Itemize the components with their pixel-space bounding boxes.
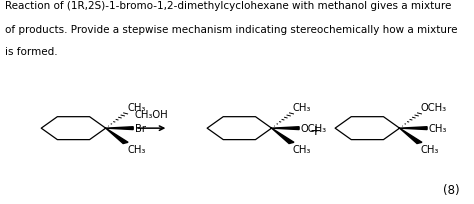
Text: +: + — [310, 124, 321, 137]
Polygon shape — [106, 127, 133, 130]
Text: is formed.: is formed. — [5, 47, 57, 57]
Text: Br: Br — [135, 124, 146, 133]
Polygon shape — [106, 129, 128, 144]
Text: OCH₃: OCH₃ — [421, 103, 447, 113]
Text: CH₃OH: CH₃OH — [135, 109, 168, 119]
Text: of products. Provide a stepwise mechanism indicating stereochemically how a mixt: of products. Provide a stepwise mechanis… — [5, 24, 457, 34]
Polygon shape — [400, 127, 427, 130]
Text: CH₃: CH₃ — [293, 103, 311, 113]
Text: (8): (8) — [443, 183, 460, 196]
Polygon shape — [400, 129, 422, 144]
Text: CH₃: CH₃ — [429, 124, 447, 133]
Text: CH₃: CH₃ — [293, 144, 311, 154]
Polygon shape — [272, 129, 294, 144]
Text: Reaction of (1R,2S)-1-bromo-1,2-dimethylcyclohexane with methanol gives a mixtur: Reaction of (1R,2S)-1-bromo-1,2-dimethyl… — [5, 1, 451, 11]
Text: OCH₃: OCH₃ — [301, 124, 327, 133]
Polygon shape — [272, 127, 299, 130]
Text: CH₃: CH₃ — [127, 103, 146, 113]
Text: CH₃: CH₃ — [421, 144, 439, 154]
Text: CH₃: CH₃ — [127, 144, 146, 154]
